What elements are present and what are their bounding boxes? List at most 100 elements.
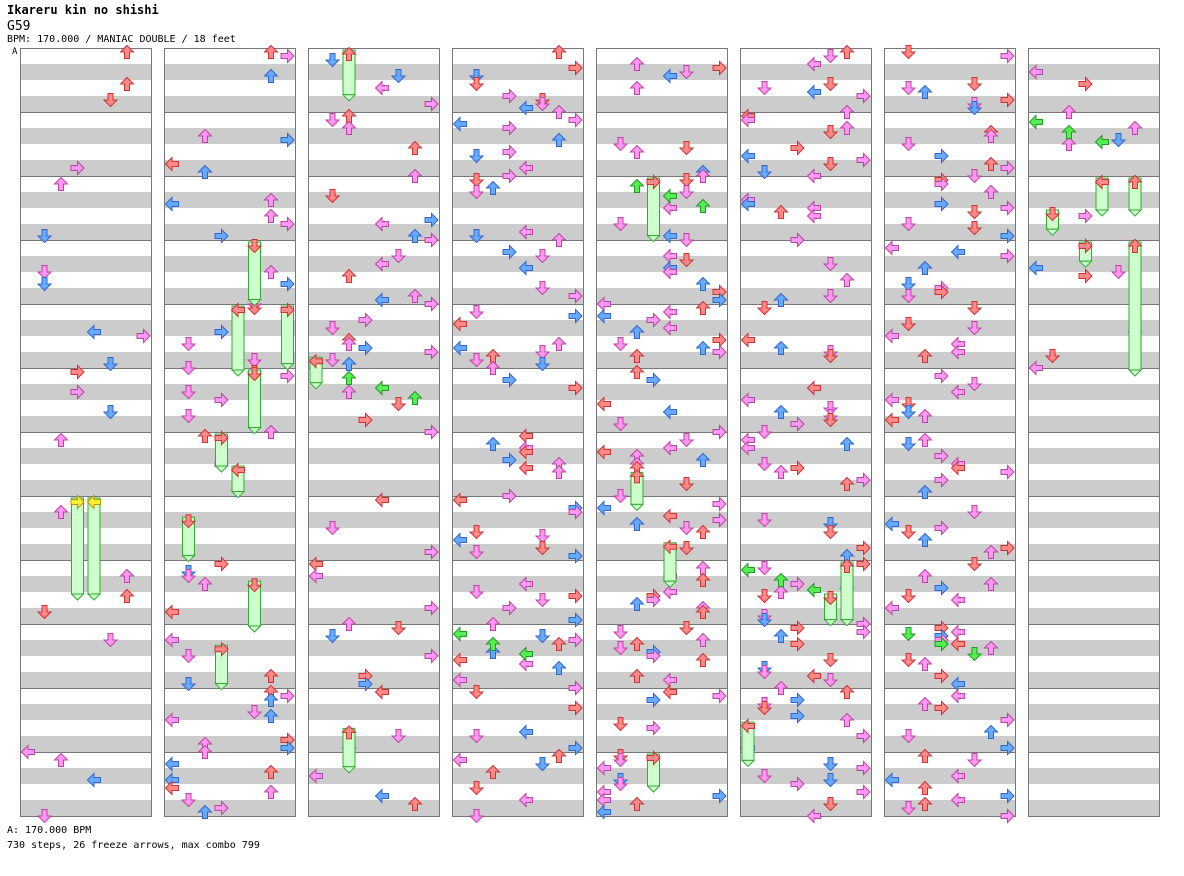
quarter-arrow bbox=[452, 492, 467, 508]
beat-band bbox=[1028, 160, 1160, 176]
sixteenth-arrow bbox=[806, 56, 821, 72]
sixteenth-arrow bbox=[983, 576, 999, 591]
sixteenth-arrow bbox=[280, 688, 295, 704]
quarter-arrow bbox=[662, 684, 677, 700]
quarter-arrow bbox=[695, 604, 711, 619]
shock-arrow bbox=[662, 188, 677, 204]
sixteenth-arrow bbox=[468, 809, 485, 824]
shock-arrow bbox=[806, 582, 821, 598]
shock-arrow bbox=[773, 572, 789, 587]
eighth-arrow bbox=[280, 276, 295, 292]
sixteenth-arrow bbox=[884, 392, 899, 408]
sixteenth-arrow bbox=[756, 561, 773, 576]
beat-band bbox=[452, 352, 584, 368]
sixteenth-arrow bbox=[950, 336, 965, 352]
sixteenth-arrow bbox=[806, 200, 821, 216]
eighth-arrow bbox=[534, 357, 551, 372]
beat-band bbox=[1028, 704, 1160, 720]
beat-band bbox=[452, 96, 584, 112]
eighth-arrow bbox=[568, 612, 583, 628]
eighth-arrow bbox=[839, 436, 855, 451]
sixteenth-arrow bbox=[740, 432, 755, 448]
sixteenth-arrow bbox=[534, 249, 551, 264]
beat-band bbox=[596, 352, 728, 368]
freeze-head-arrow bbox=[1078, 238, 1093, 254]
sixteenth-arrow bbox=[612, 777, 629, 792]
quarter-arrow bbox=[950, 460, 965, 476]
sixteenth-arrow bbox=[662, 584, 677, 600]
sixteenth-arrow bbox=[612, 337, 629, 352]
quarter-arrow bbox=[966, 557, 983, 572]
quarter-arrow bbox=[678, 621, 695, 636]
sixteenth-arrow bbox=[950, 592, 965, 608]
beat-band bbox=[164, 480, 296, 496]
sixteenth-arrow bbox=[324, 321, 341, 336]
beat-band bbox=[596, 448, 728, 464]
sixteenth-arrow bbox=[839, 272, 855, 287]
freeze-head-arrow bbox=[70, 494, 85, 510]
sixteenth-arrow bbox=[1078, 208, 1093, 224]
eighth-arrow bbox=[568, 548, 583, 564]
quarter-arrow bbox=[374, 492, 389, 508]
freeze-tail bbox=[1045, 228, 1060, 236]
quarter-arrow bbox=[214, 556, 229, 572]
eighth-arrow bbox=[180, 677, 197, 692]
footer-stats: 730 steps, 26 freeze arrows, max combo 7… bbox=[7, 840, 260, 851]
freeze-head-arrow bbox=[246, 367, 263, 382]
beat-band bbox=[452, 384, 584, 400]
beat-band bbox=[164, 576, 296, 592]
measure-box bbox=[1028, 752, 1160, 817]
freeze-head-arrow bbox=[214, 641, 229, 657]
beat-band bbox=[884, 192, 1016, 208]
beat-band bbox=[596, 512, 728, 528]
sixteenth-arrow bbox=[822, 673, 839, 688]
quarter-arrow bbox=[806, 668, 821, 684]
sixteenth-arrow bbox=[662, 672, 677, 688]
beat-band bbox=[1028, 672, 1160, 688]
quarter-arrow bbox=[197, 428, 213, 443]
eighth-arrow bbox=[324, 629, 341, 644]
sixteenth-arrow bbox=[568, 288, 583, 304]
sixteenth-arrow bbox=[551, 336, 567, 351]
beat-band bbox=[164, 544, 296, 560]
sixteenth-arrow bbox=[678, 185, 695, 200]
beat-band bbox=[308, 128, 440, 144]
beat-band bbox=[740, 704, 872, 720]
quarter-arrow bbox=[678, 173, 695, 188]
sixteenth-arrow bbox=[856, 472, 871, 488]
beat-band bbox=[20, 416, 152, 432]
shock-arrow bbox=[374, 380, 389, 396]
eighth-arrow bbox=[773, 340, 789, 355]
beat-band bbox=[740, 416, 872, 432]
eighth-arrow bbox=[263, 692, 279, 707]
freeze-tail bbox=[70, 593, 85, 601]
sixteenth-arrow bbox=[1000, 248, 1015, 264]
beat-band bbox=[1028, 224, 1160, 240]
sixteenth-arrow bbox=[900, 137, 917, 152]
quarter-arrow bbox=[263, 764, 279, 779]
sixteenth-arrow bbox=[740, 440, 755, 456]
beat-band bbox=[452, 256, 584, 272]
sixteenth-arrow bbox=[773, 464, 789, 479]
beat-band bbox=[164, 512, 296, 528]
beat-band bbox=[740, 768, 872, 784]
freeze-head-arrow bbox=[180, 514, 197, 529]
eighth-arrow bbox=[551, 660, 567, 675]
beat-band bbox=[596, 192, 728, 208]
sixteenth-arrow bbox=[1000, 160, 1015, 176]
freeze-tail bbox=[1127, 369, 1143, 377]
sixteenth-arrow bbox=[934, 176, 949, 192]
beat-band bbox=[740, 736, 872, 752]
freeze-head-arrow bbox=[839, 558, 855, 573]
beat-band bbox=[308, 448, 440, 464]
shock-arrow bbox=[485, 636, 501, 651]
freeze-tail bbox=[1094, 209, 1110, 217]
sixteenth-arrow bbox=[612, 137, 629, 152]
sixteenth-arrow bbox=[756, 457, 773, 472]
sixteenth-arrow bbox=[756, 513, 773, 528]
beat-band bbox=[164, 768, 296, 784]
eighth-arrow bbox=[596, 500, 611, 516]
beat-band bbox=[884, 576, 1016, 592]
sixteenth-arrow bbox=[534, 97, 551, 112]
eighth-arrow bbox=[374, 788, 389, 804]
